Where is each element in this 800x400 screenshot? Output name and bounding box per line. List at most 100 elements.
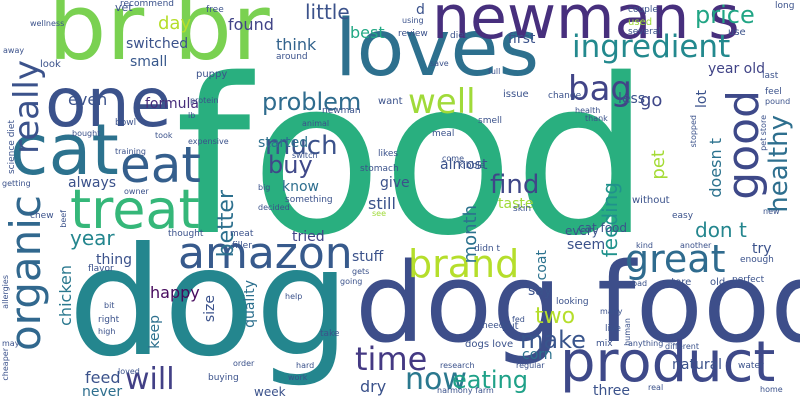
word: feed (85, 368, 121, 387)
word: even (68, 90, 108, 109)
word: long (775, 1, 795, 11)
word: science diet (7, 120, 17, 175)
word: take (320, 329, 340, 339)
word: expensive (188, 137, 229, 146)
word: coat (534, 250, 550, 281)
word: pet store (759, 115, 768, 151)
word: think (276, 35, 317, 54)
word: bought (72, 129, 101, 138)
word: chicken (56, 265, 75, 326)
word: year (70, 226, 115, 250)
word: never (82, 384, 123, 400)
word: time (355, 340, 428, 378)
word: treat (70, 178, 200, 241)
word: several (628, 27, 661, 37)
word: now (405, 362, 467, 397)
word: mix (596, 339, 613, 349)
word: week (254, 385, 286, 399)
word: research (440, 361, 475, 370)
word: likes (378, 149, 399, 159)
word: flavor (88, 264, 114, 274)
word: buying (208, 373, 239, 383)
word: keep (147, 315, 163, 349)
word: without (632, 195, 670, 206)
word: filler (232, 241, 252, 251)
word: dog food (355, 239, 800, 367)
word: br br (48, 0, 270, 81)
word: stuff (352, 249, 384, 265)
word: quality (242, 280, 258, 328)
word: around (276, 52, 308, 62)
word: bag (568, 69, 632, 109)
word: almost (440, 157, 488, 173)
word: recommend (120, 0, 174, 9)
word: issue (503, 89, 529, 100)
word: different (665, 342, 699, 351)
word: meal (432, 129, 455, 139)
word: live (605, 324, 621, 334)
word: give (380, 175, 410, 191)
word: pet (648, 150, 669, 180)
word: will (125, 362, 175, 397)
word: little (305, 0, 350, 24)
word: want (378, 96, 403, 107)
word: work (288, 373, 308, 382)
word: cat (10, 109, 119, 191)
word: come (442, 154, 465, 163)
word: eat (120, 136, 202, 194)
word: perfect (732, 275, 765, 285)
word: put (502, 321, 519, 332)
word: cat food (578, 221, 627, 235)
word: bit (104, 301, 115, 310)
word: water (738, 361, 764, 371)
word: training (115, 147, 146, 156)
word: order (233, 359, 255, 368)
word: price (695, 1, 755, 29)
word: kibble (458, 161, 486, 171)
word: may (2, 339, 20, 348)
word: cheaper (1, 348, 10, 381)
word: less (618, 91, 646, 107)
word: know (282, 179, 319, 195)
word: lb (188, 111, 196, 120)
word: wellness (30, 19, 65, 28)
word: another (680, 241, 712, 250)
word: dry (360, 377, 387, 396)
word: harmony farm (437, 386, 494, 395)
word: use (728, 27, 746, 38)
word: allergies (1, 275, 10, 309)
word: hard (296, 361, 315, 370)
word: protein (190, 96, 219, 105)
word: high (98, 327, 116, 336)
word: dog (68, 216, 351, 390)
word: home (760, 385, 783, 394)
word: loved (118, 367, 140, 376)
word: look (40, 59, 61, 70)
word: year old (708, 61, 766, 77)
word: going (340, 277, 363, 286)
word: brand (408, 242, 520, 286)
word: animal (302, 119, 330, 128)
word: healthy (764, 115, 794, 213)
word: much (265, 131, 338, 161)
word: one (45, 64, 172, 143)
word: d (416, 2, 425, 18)
word: full (488, 67, 501, 76)
word: still (368, 194, 396, 213)
word: month (460, 205, 481, 264)
word: day (158, 13, 192, 34)
word: puppy (196, 69, 228, 80)
word: gets (352, 267, 370, 276)
word: small (130, 54, 168, 70)
word: problem (262, 88, 362, 116)
word: something (285, 195, 333, 205)
word: need (482, 321, 505, 331)
word: fed (512, 315, 525, 324)
word: product (560, 330, 776, 395)
word: right (98, 315, 120, 325)
word: doesn t (706, 138, 725, 198)
word: help (285, 292, 303, 301)
word: enough (740, 255, 774, 265)
word: make (520, 326, 586, 354)
word: see (372, 209, 387, 218)
